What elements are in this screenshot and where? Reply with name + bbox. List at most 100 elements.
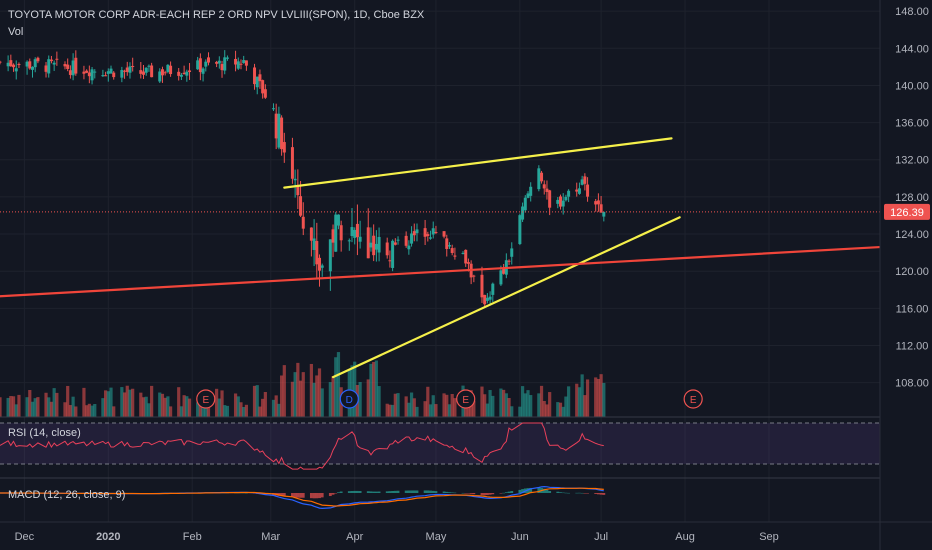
candle-body — [36, 57, 40, 62]
volume-bar — [150, 385, 154, 417]
macd-histogram-bar — [502, 492, 506, 494]
candle-body — [334, 214, 338, 252]
candle-body — [55, 58, 59, 60]
trendline-upper-channel[interactable] — [283, 137, 673, 189]
candle-body — [450, 248, 454, 253]
candle-body — [255, 76, 259, 88]
macd-histogram-bar — [599, 493, 603, 495]
symbol-title[interactable]: TOYOTA MOTOR CORP ADR-EACH REP 2 ORD NPV… — [8, 9, 425, 21]
volume-bar — [14, 404, 18, 417]
candle-body — [461, 252, 465, 254]
candle-body — [90, 69, 94, 81]
candle-body — [320, 265, 324, 268]
macd-histogram-bar — [561, 492, 565, 494]
volume-bar — [293, 372, 297, 417]
volume-bar — [558, 402, 563, 417]
candle-body — [529, 186, 533, 196]
candle-body — [442, 231, 446, 237]
candle-body — [431, 228, 435, 235]
candle-body — [66, 64, 70, 69]
volume-bar — [548, 392, 552, 417]
volume-bar — [166, 396, 170, 417]
volume-bar — [336, 352, 341, 417]
candle-body — [453, 255, 457, 257]
volume-bar — [204, 404, 208, 417]
time-axis[interactable]: Dec 2020 Feb Mar Apr May Jun Jul Aug Sep — [0, 521, 932, 543]
volume-bar — [447, 404, 452, 417]
macd-signal-line — [0, 487, 604, 507]
candle-body — [85, 70, 89, 73]
candle-body — [575, 189, 579, 192]
price-tick-label: 136.00 — [895, 118, 929, 130]
candlestick-series[interactable] — [0, 50, 606, 308]
candle-body — [586, 184, 590, 197]
candle-body — [30, 66, 34, 70]
volume-bar — [25, 397, 29, 417]
macd-histogram-bar — [488, 493, 492, 495]
volume-bar — [255, 385, 259, 417]
price-tick-label: 108.00 — [895, 378, 929, 390]
volume-bar — [274, 395, 278, 417]
earnings-event-marker[interactable] — [683, 389, 703, 409]
candle-body — [331, 229, 335, 243]
candle-body — [488, 296, 492, 300]
candle-body — [309, 227, 313, 241]
macd-histogram-bar — [442, 491, 446, 493]
macd-histogram-bar — [315, 493, 319, 499]
price-axis[interactable]: 108.00 112.00 116.00 120.00 124.00 128.00 132.… — [879, 0, 932, 550]
volume-bar — [139, 392, 143, 417]
volume-bar — [36, 397, 40, 417]
candle-body — [17, 64, 21, 66]
dividend-event-marker[interactable] — [339, 389, 359, 409]
candle-body — [510, 248, 514, 257]
candle-body — [336, 214, 340, 226]
earnings-event-label: E — [462, 395, 469, 406]
candle-body — [540, 172, 544, 182]
candle-body — [25, 61, 29, 67]
candle-body — [404, 235, 408, 246]
macd-histogram-bar — [480, 493, 484, 495]
candle-body — [215, 61, 219, 64]
candle-body — [123, 70, 127, 72]
earnings-event-marker[interactable] — [456, 389, 476, 409]
macd-histogram-bar — [548, 491, 552, 493]
candle-body — [223, 57, 227, 71]
candle-body — [74, 57, 78, 74]
macd-histogram-bar — [567, 492, 571, 494]
volume-bar — [282, 365, 286, 417]
macd-histogram-bar — [301, 493, 305, 498]
volume-bar — [196, 402, 200, 417]
candle-body — [280, 117, 284, 150]
candle-body — [234, 58, 238, 65]
trendlines[interactable] — [0, 137, 882, 379]
volume-bar — [93, 403, 97, 417]
volume-bar — [483, 394, 487, 417]
time-tick-label: 2020 — [96, 531, 120, 543]
volume-bar — [485, 403, 489, 417]
candle-body — [144, 67, 148, 73]
earnings-event-marker[interactable] — [196, 389, 216, 409]
volume-bar — [163, 397, 167, 417]
candle-body — [253, 67, 257, 85]
candle-body — [580, 179, 584, 185]
volume-bar — [290, 381, 295, 417]
candle-body — [299, 196, 303, 216]
macd-histogram-bar — [580, 492, 584, 494]
candle-body — [63, 64, 67, 67]
macd-histogram-bar — [350, 490, 354, 493]
macd-histogram-bar — [299, 493, 302, 498]
macd-histogram-bar — [461, 492, 465, 494]
trendline-support[interactable] — [0, 245, 882, 298]
macd-histogram-bar — [309, 493, 313, 499]
macd-histogram-bar — [483, 493, 487, 496]
volume-bar — [277, 403, 281, 417]
macd-histogram-bar — [485, 493, 489, 496]
candle-body — [9, 60, 13, 67]
trendline-lower-channel[interactable] — [331, 216, 681, 379]
candle-body — [201, 68, 205, 74]
macd-histogram-bar — [339, 491, 343, 493]
candle-body — [82, 71, 86, 74]
volume-bar — [217, 398, 221, 417]
